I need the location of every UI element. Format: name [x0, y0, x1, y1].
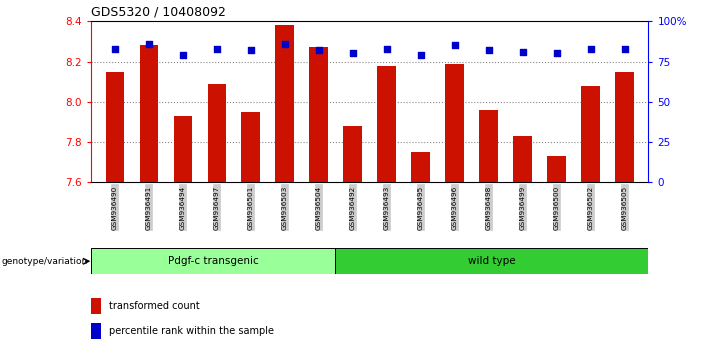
Text: genotype/variation: genotype/variation	[1, 257, 88, 266]
Point	[585, 46, 597, 51]
Text: GSM936493: GSM936493	[383, 185, 390, 230]
Text: GSM936504: GSM936504	[316, 185, 322, 230]
Bar	[174, 116, 192, 182]
Text: GSM936491: GSM936491	[146, 185, 152, 230]
Point	[177, 52, 189, 58]
Text: GSM936496: GSM936496	[451, 185, 458, 230]
Text: GSM936492: GSM936492	[350, 185, 356, 230]
Text: GSM936490: GSM936490	[112, 185, 118, 230]
Point	[517, 49, 529, 55]
Text: GSM936499: GSM936499	[519, 185, 526, 230]
Bar	[207, 84, 226, 182]
Point	[143, 41, 154, 47]
Text: transformed count: transformed count	[109, 301, 199, 311]
Text: GSM936498: GSM936498	[486, 185, 491, 230]
Bar	[343, 126, 362, 182]
Bar	[309, 47, 328, 182]
Bar	[581, 86, 600, 182]
Point	[347, 51, 358, 56]
Bar	[445, 63, 464, 182]
Bar	[547, 156, 566, 182]
Point	[313, 47, 325, 53]
Bar	[377, 65, 396, 182]
Point	[279, 41, 290, 47]
Point	[415, 52, 426, 58]
Text: GSM936501: GSM936501	[248, 185, 254, 230]
Bar	[242, 112, 260, 182]
Text: percentile rank within the sample: percentile rank within the sample	[109, 326, 273, 336]
Bar	[335, 248, 648, 274]
Text: GSM936497: GSM936497	[214, 185, 220, 230]
Point	[619, 46, 630, 51]
Bar	[411, 152, 430, 182]
Bar	[91, 248, 335, 274]
Point	[109, 46, 121, 51]
Point	[211, 46, 222, 51]
Text: GDS5320 / 10408092: GDS5320 / 10408092	[91, 6, 226, 19]
Bar	[513, 136, 532, 182]
Point	[483, 47, 494, 53]
Point	[551, 51, 562, 56]
Bar	[91, 298, 101, 314]
Bar	[479, 110, 498, 182]
Bar	[275, 25, 294, 182]
Bar	[106, 72, 124, 182]
Text: GSM936494: GSM936494	[180, 185, 186, 230]
Point	[381, 46, 393, 51]
Point	[245, 47, 257, 53]
Text: GSM936502: GSM936502	[587, 185, 594, 230]
Bar	[91, 323, 101, 339]
Text: GSM936505: GSM936505	[622, 185, 627, 230]
Text: Pdgf-c transgenic: Pdgf-c transgenic	[168, 256, 259, 266]
Text: GSM936503: GSM936503	[282, 185, 288, 230]
Bar	[615, 72, 634, 182]
Text: wild type: wild type	[468, 256, 515, 266]
Text: GSM936500: GSM936500	[554, 185, 559, 230]
Bar	[139, 45, 158, 182]
Point	[449, 42, 461, 48]
Text: GSM936495: GSM936495	[418, 185, 423, 230]
